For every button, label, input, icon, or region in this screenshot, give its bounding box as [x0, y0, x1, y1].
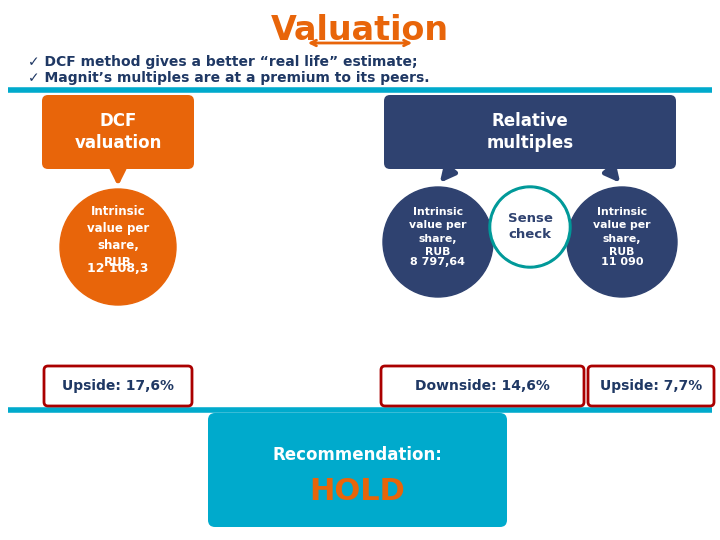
Text: Relative
multiples: Relative multiples [487, 112, 574, 152]
Text: Valuation: Valuation [271, 14, 449, 46]
Text: Recommendation:: Recommendation: [273, 446, 442, 464]
Text: Intrinsic
value per
share,
RUB: Intrinsic value per share, RUB [409, 207, 467, 257]
FancyBboxPatch shape [384, 95, 676, 169]
Text: HOLD: HOLD [310, 477, 405, 507]
Text: Upside: 7,7%: Upside: 7,7% [600, 379, 702, 393]
Text: Intrinsic
value per
share,
RUB: Intrinsic value per share, RUB [593, 207, 651, 257]
Circle shape [383, 187, 493, 297]
FancyBboxPatch shape [588, 366, 714, 406]
Circle shape [492, 189, 568, 265]
Circle shape [60, 189, 176, 305]
FancyBboxPatch shape [208, 413, 507, 527]
Text: Downside: 14,6%: Downside: 14,6% [415, 379, 550, 393]
Text: 8 797,64: 8 797,64 [410, 257, 466, 267]
Text: Upside: 17,6%: Upside: 17,6% [62, 379, 174, 393]
FancyBboxPatch shape [44, 366, 192, 406]
FancyBboxPatch shape [42, 95, 194, 169]
Text: Sense
check: Sense check [508, 213, 552, 241]
Circle shape [567, 187, 677, 297]
Circle shape [489, 186, 571, 268]
Text: 11 090: 11 090 [600, 257, 643, 267]
FancyBboxPatch shape [381, 366, 584, 406]
Text: DCF
valuation: DCF valuation [74, 112, 162, 152]
Text: ✓ Magnit’s multiples are at a premium to its peers.: ✓ Magnit’s multiples are at a premium to… [28, 71, 430, 85]
Text: 12 108,3: 12 108,3 [87, 262, 149, 275]
Text: Intrinsic
value per
share,
RUB: Intrinsic value per share, RUB [87, 205, 149, 269]
Text: ✓ DCF method gives a better “real life” estimate;: ✓ DCF method gives a better “real life” … [28, 55, 418, 69]
